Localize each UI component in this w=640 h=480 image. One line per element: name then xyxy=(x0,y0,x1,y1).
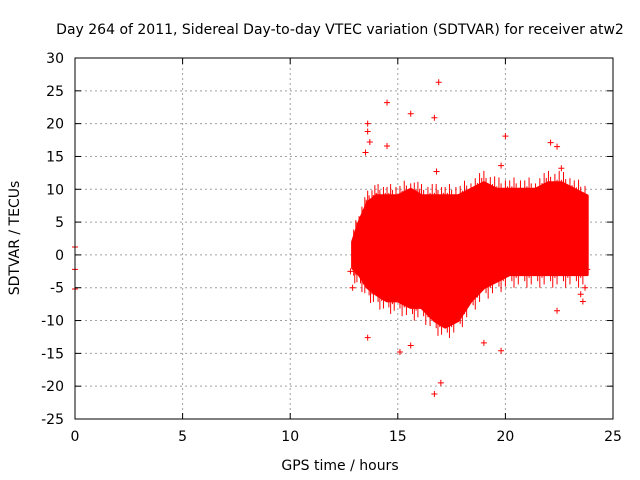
y-tick-label: -5 xyxy=(50,281,64,297)
y-tick-label: -15 xyxy=(41,346,64,362)
data-point xyxy=(362,149,369,156)
data-point xyxy=(480,339,487,346)
data-point xyxy=(384,142,391,149)
data-point xyxy=(498,162,505,169)
data-point xyxy=(364,120,371,127)
axis-ticks: 0 5 10 15 20 25 -25 -20 -15 -10 -5 0 5 10 15 20 25 30 xyxy=(41,51,622,445)
data-point xyxy=(498,347,505,354)
x-tick-label: 10 xyxy=(281,429,299,445)
y-axis-label: SDTVAR / TECUs xyxy=(7,181,23,296)
data-series xyxy=(72,79,591,398)
data-point xyxy=(407,342,414,349)
x-tick-label: 20 xyxy=(496,429,514,445)
data-point xyxy=(579,298,586,305)
data-point xyxy=(364,334,371,341)
y-tick-label: 5 xyxy=(55,215,64,231)
data-point xyxy=(396,349,403,356)
y-tick-label: 10 xyxy=(46,182,64,198)
data-point xyxy=(435,79,442,86)
y-tick-label: -20 xyxy=(41,379,64,395)
data-point xyxy=(554,307,561,314)
data-point xyxy=(366,139,373,146)
y-tick-label: 0 xyxy=(55,248,64,264)
y-tick-label: -10 xyxy=(41,314,64,330)
data-point xyxy=(349,284,356,291)
data-point xyxy=(347,268,354,275)
data-point xyxy=(547,139,554,146)
x-axis-label: GPS time / hours xyxy=(281,458,398,474)
data-point xyxy=(384,99,391,106)
data-point xyxy=(431,114,438,121)
x-tick-label: 15 xyxy=(389,429,407,445)
data-point xyxy=(584,266,591,273)
y-tick-label: 15 xyxy=(46,149,64,165)
data-point xyxy=(407,110,414,117)
y-tick-label: 25 xyxy=(46,84,64,100)
data-point xyxy=(582,284,589,291)
y-tick-label: 30 xyxy=(46,51,64,67)
data-point xyxy=(554,143,561,150)
x-tick-label: 25 xyxy=(604,429,622,445)
y-tick-label: -25 xyxy=(41,412,64,428)
x-tick-label: 0 xyxy=(71,429,80,445)
data-point xyxy=(558,165,565,172)
data-point xyxy=(582,225,589,232)
data-point xyxy=(437,379,444,386)
data-point xyxy=(364,128,371,135)
data-point xyxy=(502,133,509,140)
data-point xyxy=(577,291,584,298)
chart-title: Day 264 of 2011, Sidereal Day-to-day VTE… xyxy=(56,22,624,38)
data-point xyxy=(433,168,440,175)
y-tick-label: 20 xyxy=(46,117,64,133)
x-tick-label: 5 xyxy=(178,429,187,445)
plot-border xyxy=(74,57,614,420)
data-point xyxy=(431,391,438,398)
